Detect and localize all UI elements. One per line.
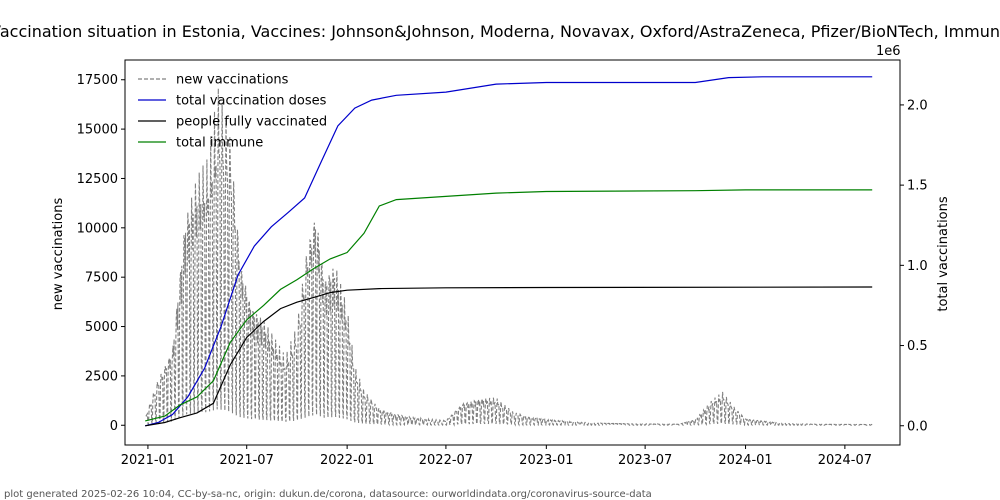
y-axis-label-left: new vaccinations (51, 198, 66, 311)
legend-label-0: new vaccinations (176, 73, 289, 88)
series-line-people-fully-vaccinated (145, 286, 873, 427)
series-line-new-vaccinations (145, 88, 873, 427)
x-tick-label-6: 2024-01 (718, 453, 772, 468)
right-axis-multiplier: 1e6 (876, 44, 901, 59)
y-right-tick-label-0: 0.0 (907, 419, 928, 434)
y-left-tick-label-2: 5000 (85, 320, 118, 335)
y-left-tick-label-7: 17500 (77, 73, 118, 88)
axes: 2021-01 2021-07 2022-01 2022-07 2023-01 2023-… (77, 73, 928, 468)
y-right-tick-label-3: 1.5 (907, 179, 928, 194)
y-right-tick-label-4: 2.0 (907, 98, 928, 113)
series-line-total-immune (145, 189, 873, 422)
y-left-tick-label-1: 2500 (85, 369, 118, 384)
y-left-tick-label-5: 12500 (77, 172, 118, 187)
legend: new vaccinations total vaccination doses p… (138, 73, 327, 151)
x-tick-label-0: 2021-01 (121, 453, 175, 468)
y-left-tick-label-3: 7500 (85, 271, 118, 286)
y-left-tick-label-4: 10000 (77, 221, 118, 236)
legend-label-3: total immune (176, 136, 263, 151)
chart-title: Vaccination situation in Estonia, Vaccin… (0, 22, 1000, 41)
x-tick-label-1: 2021-07 (220, 453, 274, 468)
x-tick-label-5: 2023-07 (618, 453, 672, 468)
plot-frame (124, 59, 901, 446)
y-left-tick-label-0: 0 (110, 419, 118, 434)
x-tick-label-4: 2023-01 (519, 453, 573, 468)
x-tick-label-7: 2024-07 (818, 453, 872, 468)
plot-area (145, 76, 873, 427)
x-tick-label-2: 2022-01 (320, 453, 374, 468)
footer-credits: plot generated 2025-02-26 10:04, CC-by-s… (4, 489, 652, 500)
y-right-tick-label-2: 1.0 (907, 259, 928, 274)
x-tick-label-3: 2022-07 (419, 453, 473, 468)
y-left-tick-label-6: 15000 (77, 123, 118, 138)
series-line-total-vaccination-doses (145, 76, 873, 427)
legend-label-1: total vaccination doses (176, 94, 327, 109)
legend-label-2: people fully vaccinated (176, 115, 327, 130)
y-right-tick-label-1: 0.5 (907, 339, 928, 354)
y-axis-label-right: total vaccinations (936, 196, 951, 312)
